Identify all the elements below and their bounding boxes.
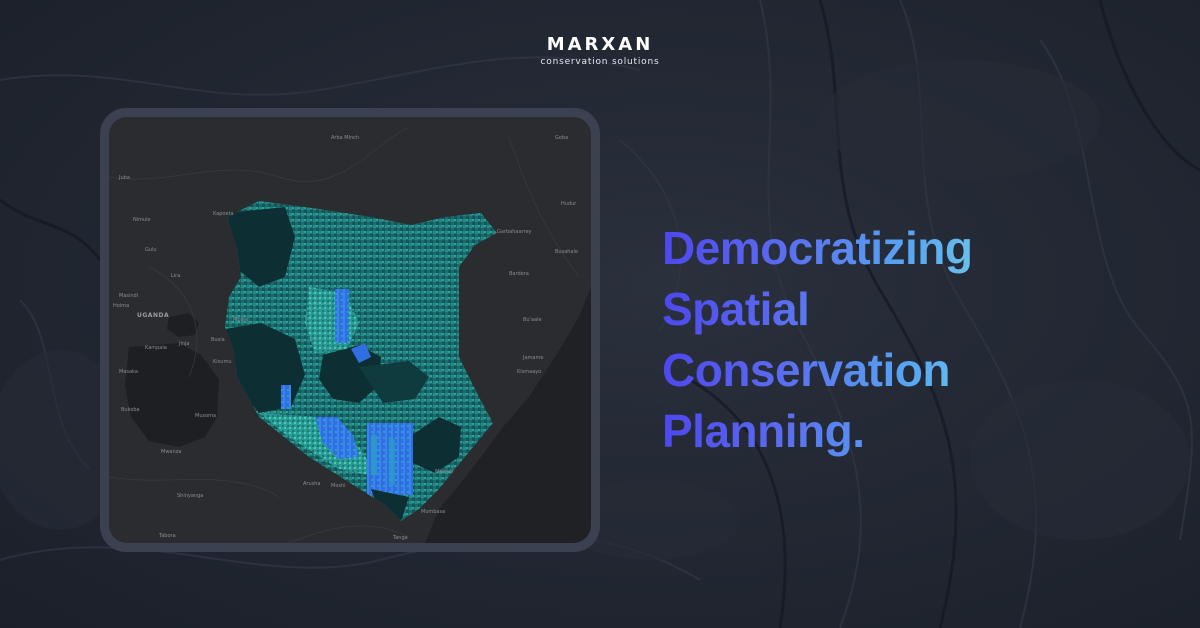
headline-line: Conservation [662, 340, 1082, 401]
map-label: Gulu [145, 247, 157, 253]
map-label: Bu'aale [523, 317, 542, 323]
map-label: Kampala [145, 345, 167, 351]
map-label: Bukoba [121, 407, 140, 413]
map-label: Busia [211, 337, 225, 343]
map-label: Mombasa [421, 509, 446, 515]
map-label: Lira [171, 273, 181, 279]
headline-line: Spatial [662, 279, 1082, 340]
brand-tagline: conservation solutions [540, 57, 660, 67]
map-label: Arba Minch [331, 135, 360, 141]
map-label: Musoma [195, 413, 217, 419]
map-label: Tanga [393, 535, 408, 541]
map-view: Arba Minch Goba Hudur Juba Kapoeta Nimul… [109, 117, 591, 543]
map-label: Tabora [159, 533, 176, 539]
map-label: Nimule [133, 217, 151, 223]
headline: Democratizing Spatial Conservation Plann… [662, 218, 1082, 462]
map-card: Arba Minch Goba Hudur Juba Kapoeta Nimul… [100, 108, 600, 552]
map-label: Masindi [119, 293, 139, 299]
map-label: Garbahaarrey [497, 229, 532, 235]
map-label: Kisumu [213, 359, 232, 365]
headline-line: Democratizing [662, 218, 1082, 279]
map-label: Masaka [119, 369, 138, 375]
map-label: Malindi [435, 469, 453, 475]
map-label: Hudur [561, 201, 577, 207]
map-label: Goba [555, 135, 569, 141]
map-canvas [109, 117, 591, 543]
map-label: Jinja [179, 341, 190, 347]
brand-name: MARXAN [546, 34, 654, 55]
map-label: Kismaayo [517, 369, 542, 375]
map-label: Busahale [555, 249, 578, 255]
map-label: Arusha [303, 481, 321, 487]
map-label-country: UGANDA [137, 312, 170, 319]
map-label: Mbale [233, 317, 249, 323]
headline-line: Planning. [662, 401, 1082, 462]
map-label: Kapoeta [213, 211, 234, 217]
map-label: Hoima [113, 303, 130, 309]
map-label: Shinyanga [177, 493, 204, 499]
map-label: Bardera [509, 271, 529, 277]
brand-logo: MARXAN conservation solutions [520, 34, 680, 68]
map-label: Juba [119, 175, 130, 181]
map-label: Mwanza [161, 449, 182, 455]
map-label: Moshi [331, 483, 346, 489]
map-label: Jamame [523, 355, 544, 361]
